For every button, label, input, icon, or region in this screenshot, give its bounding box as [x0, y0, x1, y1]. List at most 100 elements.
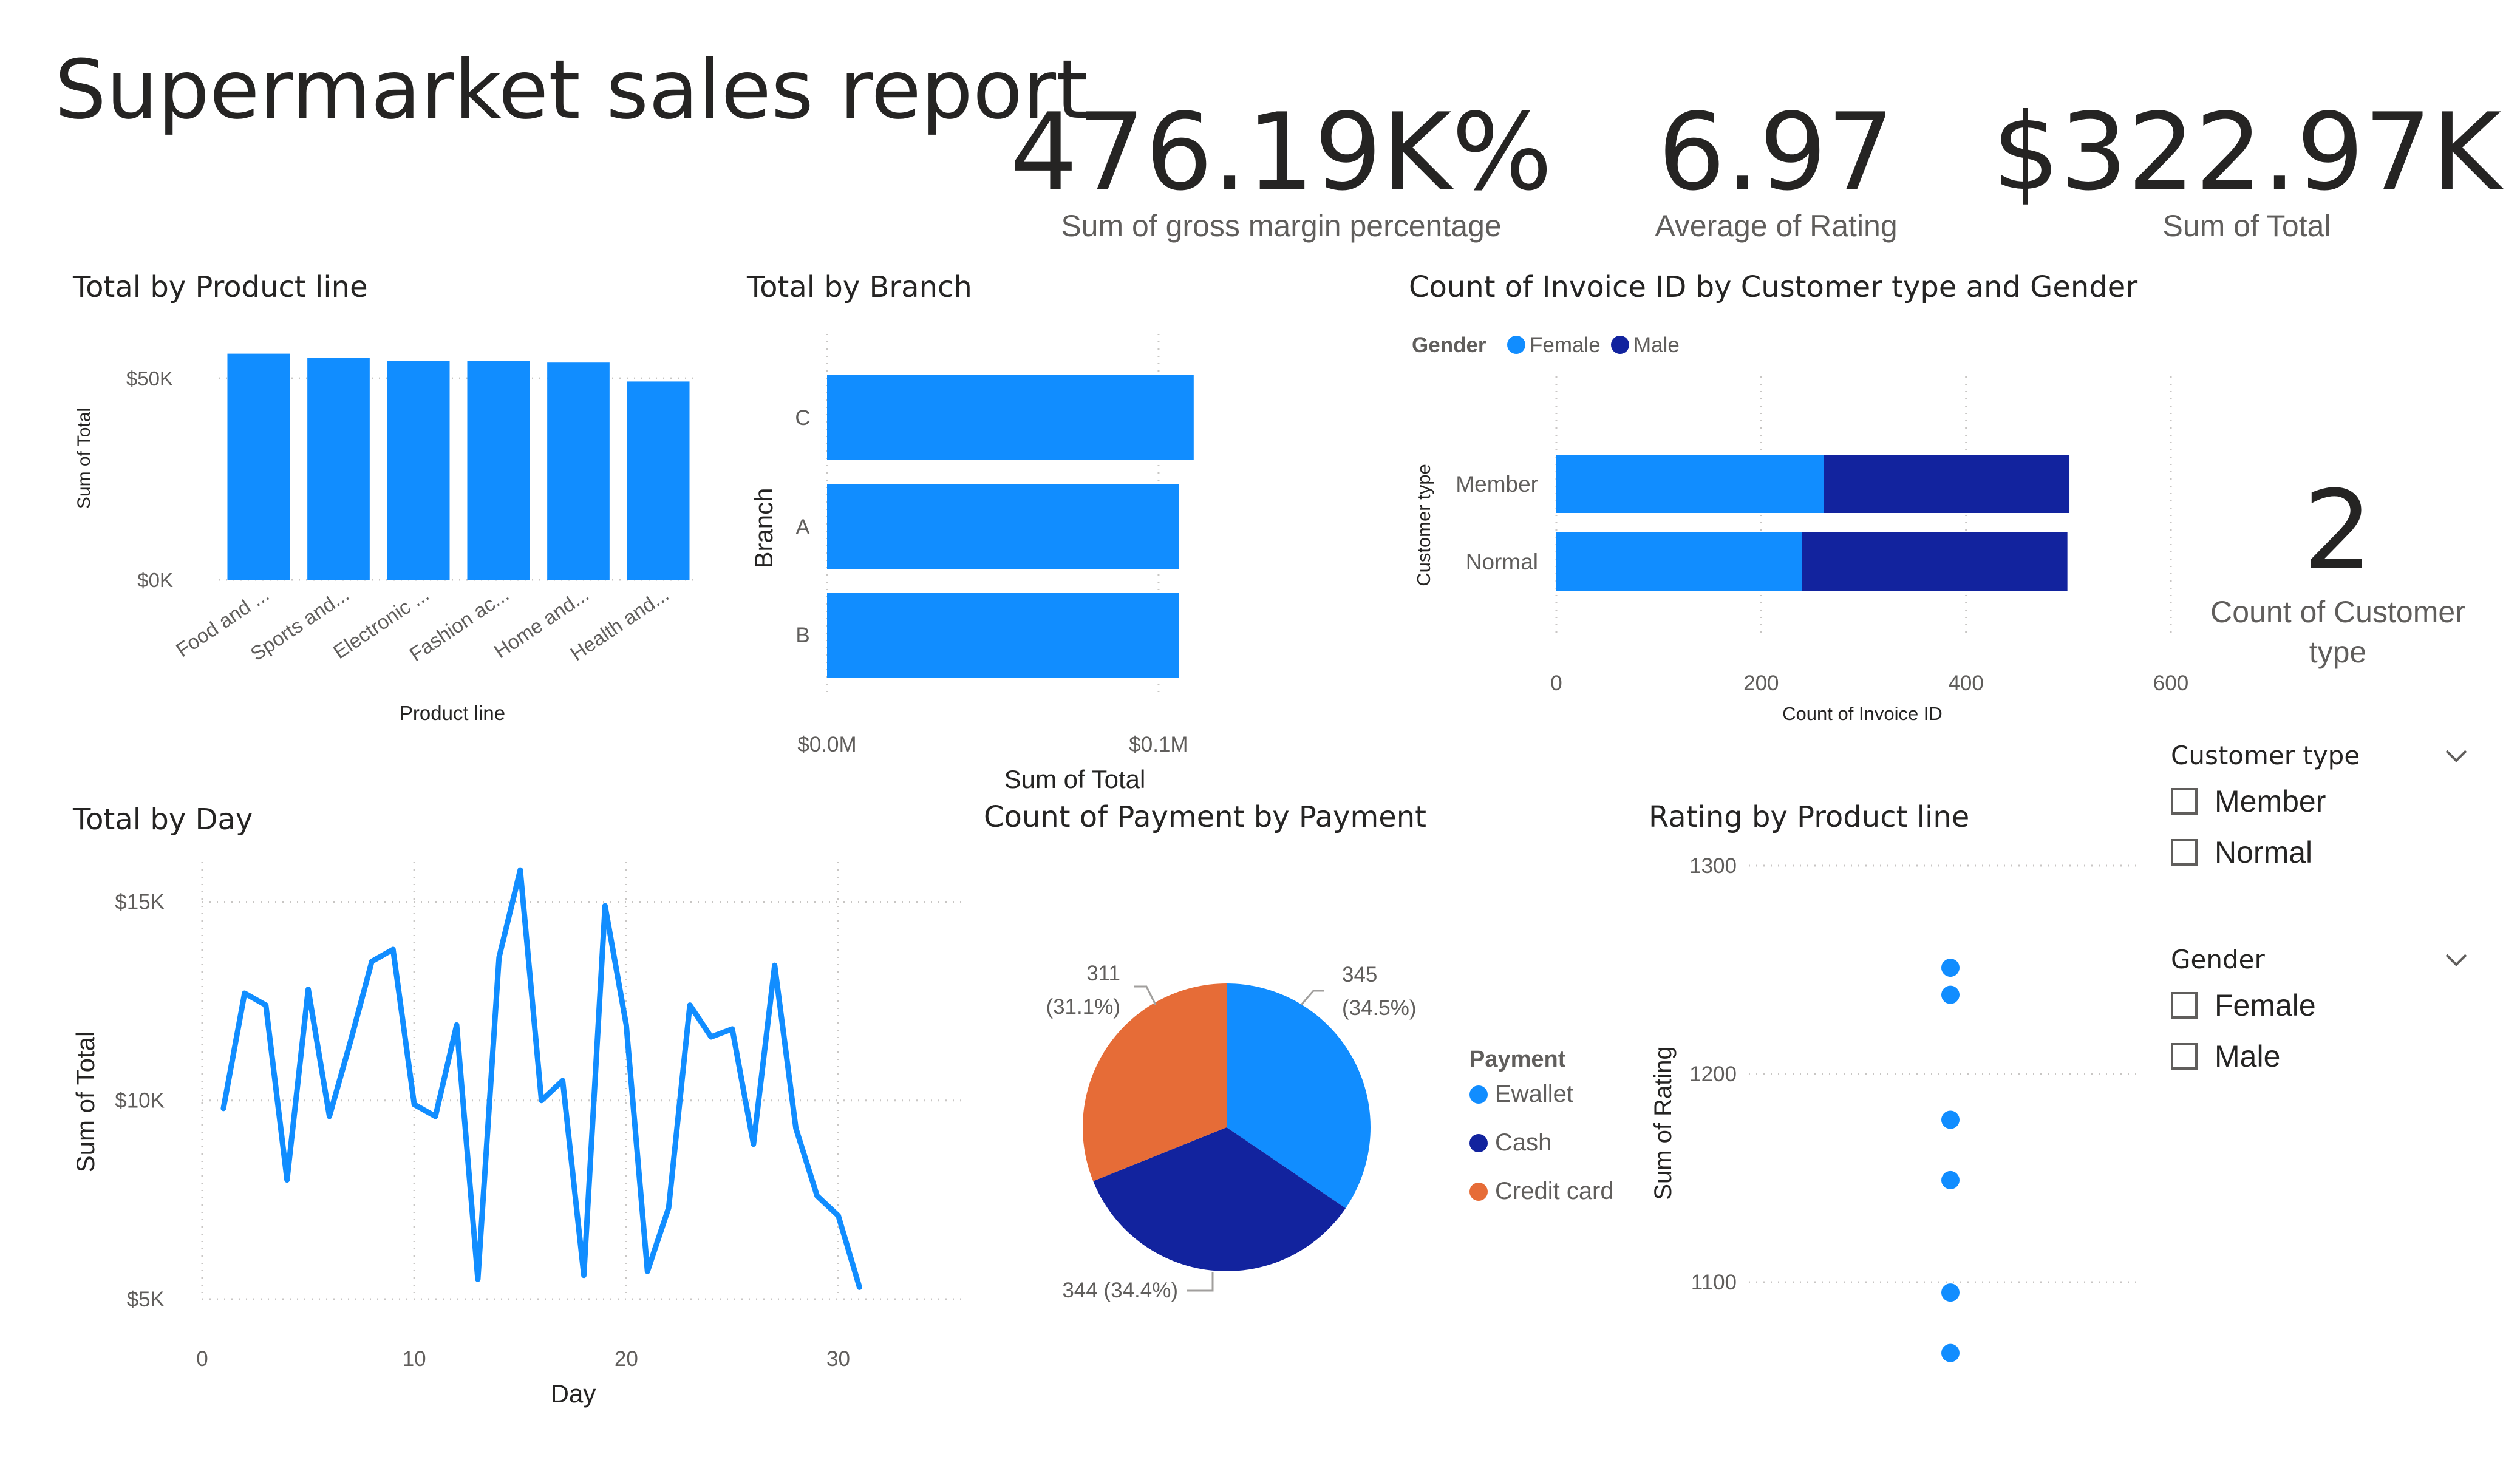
series-line — [220, 867, 862, 1290]
legend-marker — [1469, 1183, 1488, 1201]
bar — [307, 358, 370, 580]
y-axis-title: Sum of Total — [71, 1031, 100, 1173]
scatter-point — [1941, 1110, 1960, 1129]
x-tick-label: 20 — [615, 1347, 638, 1371]
x-axis-title: Count of Invoice ID — [1782, 703, 1943, 724]
y-tick-label: 1100 — [1691, 1271, 1737, 1294]
slicer-option-normal[interactable]: Normal — [2171, 835, 2468, 870]
slicer-gender[interactable]: Gender Female Male — [2171, 945, 2468, 1074]
x-tick-label: 0 — [196, 1347, 208, 1371]
card-customer-type-count: 2 Count of Customer type — [2162, 470, 2514, 672]
y-axis-title: Customer type — [1413, 464, 1434, 586]
data-label: 311 — [1086, 962, 1120, 985]
x-tick-label: 30 — [826, 1347, 850, 1371]
y-tick-label: $15K — [115, 890, 165, 914]
visual-title-payment: Count of Payment by Payment — [984, 800, 1426, 834]
slicer-option-label: Member — [2215, 784, 2326, 818]
bar — [827, 593, 1179, 678]
legend-marker — [1611, 336, 1629, 354]
kpi-label: Average of Rating — [1655, 209, 1898, 243]
bar — [547, 362, 610, 580]
scatter-point — [1941, 1283, 1960, 1302]
chevron-down-icon[interactable] — [2444, 749, 2468, 763]
x-axis-title: Sum of Total — [1004, 765, 1146, 793]
scatter-point — [1941, 1170, 1960, 1189]
data-label: (31.1%) — [1046, 995, 1120, 1019]
y-tick-label: $0K — [137, 569, 173, 591]
x-tick-label: $0.0M — [797, 733, 856, 756]
y-tick-label: Normal — [1466, 549, 1538, 574]
legend-marker — [1469, 1085, 1488, 1104]
legend-title: Payment — [1469, 1047, 1566, 1072]
legend-marker — [1507, 336, 1525, 354]
legend-marker — [1469, 1134, 1488, 1152]
card-label-line2: type — [2309, 635, 2367, 669]
bar — [467, 361, 530, 580]
checkbox[interactable] — [2171, 1043, 2198, 1070]
data-label: 345 — [1342, 963, 1377, 987]
y-tick-label: $5K — [127, 1288, 165, 1311]
kpi-card-gross-margin: 476.19K% Sum of gross margin percentage — [1002, 91, 1561, 243]
slicer-title: Gender — [2171, 945, 2265, 974]
legend-label: Male — [1633, 333, 1680, 357]
slicer-option-female[interactable]: Female — [2171, 988, 2468, 1023]
kpi-label: Sum of gross margin percentage — [1061, 209, 1502, 243]
y-tick-label: Member — [1456, 472, 1538, 497]
kpi-card-rating: 6.97 Average of Rating — [1585, 91, 1967, 243]
bar — [227, 353, 290, 580]
leader-line — [1187, 1272, 1214, 1292]
visual-title-branch: Total by Branch — [747, 270, 972, 304]
x-tick-label: 0 — [1550, 671, 1562, 695]
visual-title-rating: Rating by Product line — [1649, 800, 1970, 834]
slicer-option-label: Male — [2215, 1039, 2281, 1073]
data-label: (34.5%) — [1342, 996, 1417, 1020]
card-label-line1: Count of Customer — [2210, 595, 2465, 629]
visual-title-product-line: Total by Product line — [73, 270, 368, 304]
pie-slice — [1083, 983, 1227, 1181]
legend-label: Credit card — [1495, 1178, 1614, 1204]
y-axis-title: Sum of Total — [74, 408, 94, 509]
checkbox[interactable] — [2171, 839, 2198, 866]
checkbox[interactable] — [2171, 788, 2198, 815]
slicer-customer-type[interactable]: Customer type Member Normal — [2171, 741, 2468, 870]
x-axis-title: Product line — [400, 702, 505, 724]
legend-label: Female — [1530, 333, 1601, 357]
y-axis-title: Branch — [749, 487, 778, 568]
leader-line — [1134, 985, 1157, 1005]
slicer-option-label: Female — [2215, 988, 2316, 1022]
scatter-point — [1941, 959, 1960, 977]
bar — [827, 375, 1194, 460]
x-tick-label: 10 — [403, 1347, 426, 1371]
y-tick-label: 1200 — [1689, 1062, 1737, 1086]
bar — [627, 381, 690, 580]
kpi-value: 476.19K% — [1010, 91, 1553, 214]
x-tick-label: 200 — [1743, 671, 1779, 695]
kpi-value: 6.97 — [1658, 91, 1895, 214]
bar — [827, 484, 1179, 569]
bar-segment — [1824, 455, 2070, 513]
scatter-point — [1941, 1343, 1960, 1362]
visual-title-day: Total by Day — [73, 803, 253, 837]
bar — [387, 361, 450, 580]
slicer-option-label: Normal — [2215, 835, 2313, 869]
pie-slice — [1093, 1127, 1346, 1271]
chevron-down-icon[interactable] — [2444, 953, 2468, 967]
checkbox[interactable] — [2171, 992, 2198, 1019]
kpi-value: $322.97K — [1992, 91, 2502, 214]
slicer-title: Customer type — [2171, 741, 2360, 770]
slicer-option-member[interactable]: Member — [2171, 784, 2468, 819]
legend-title: Gender — [1412, 333, 1486, 357]
report-title: Supermarket sales report — [55, 42, 1088, 137]
visual-title-invoice: Count of Invoice ID by Customer type and… — [1409, 270, 2138, 304]
x-tick-label: $0.1M — [1129, 733, 1188, 756]
slicer-option-male[interactable]: Male — [2171, 1039, 2468, 1074]
pie-slice — [1227, 983, 1371, 1209]
kpi-label: Sum of Total — [2162, 209, 2331, 243]
legend-label: Cash — [1495, 1129, 1551, 1156]
y-tick-label: C — [795, 406, 810, 430]
y-axis-title: Sum of Rating — [1650, 1046, 1677, 1200]
bar-segment — [1802, 532, 2068, 591]
y-tick-label: 1300 — [1689, 854, 1737, 878]
y-tick-label: B — [795, 623, 809, 647]
